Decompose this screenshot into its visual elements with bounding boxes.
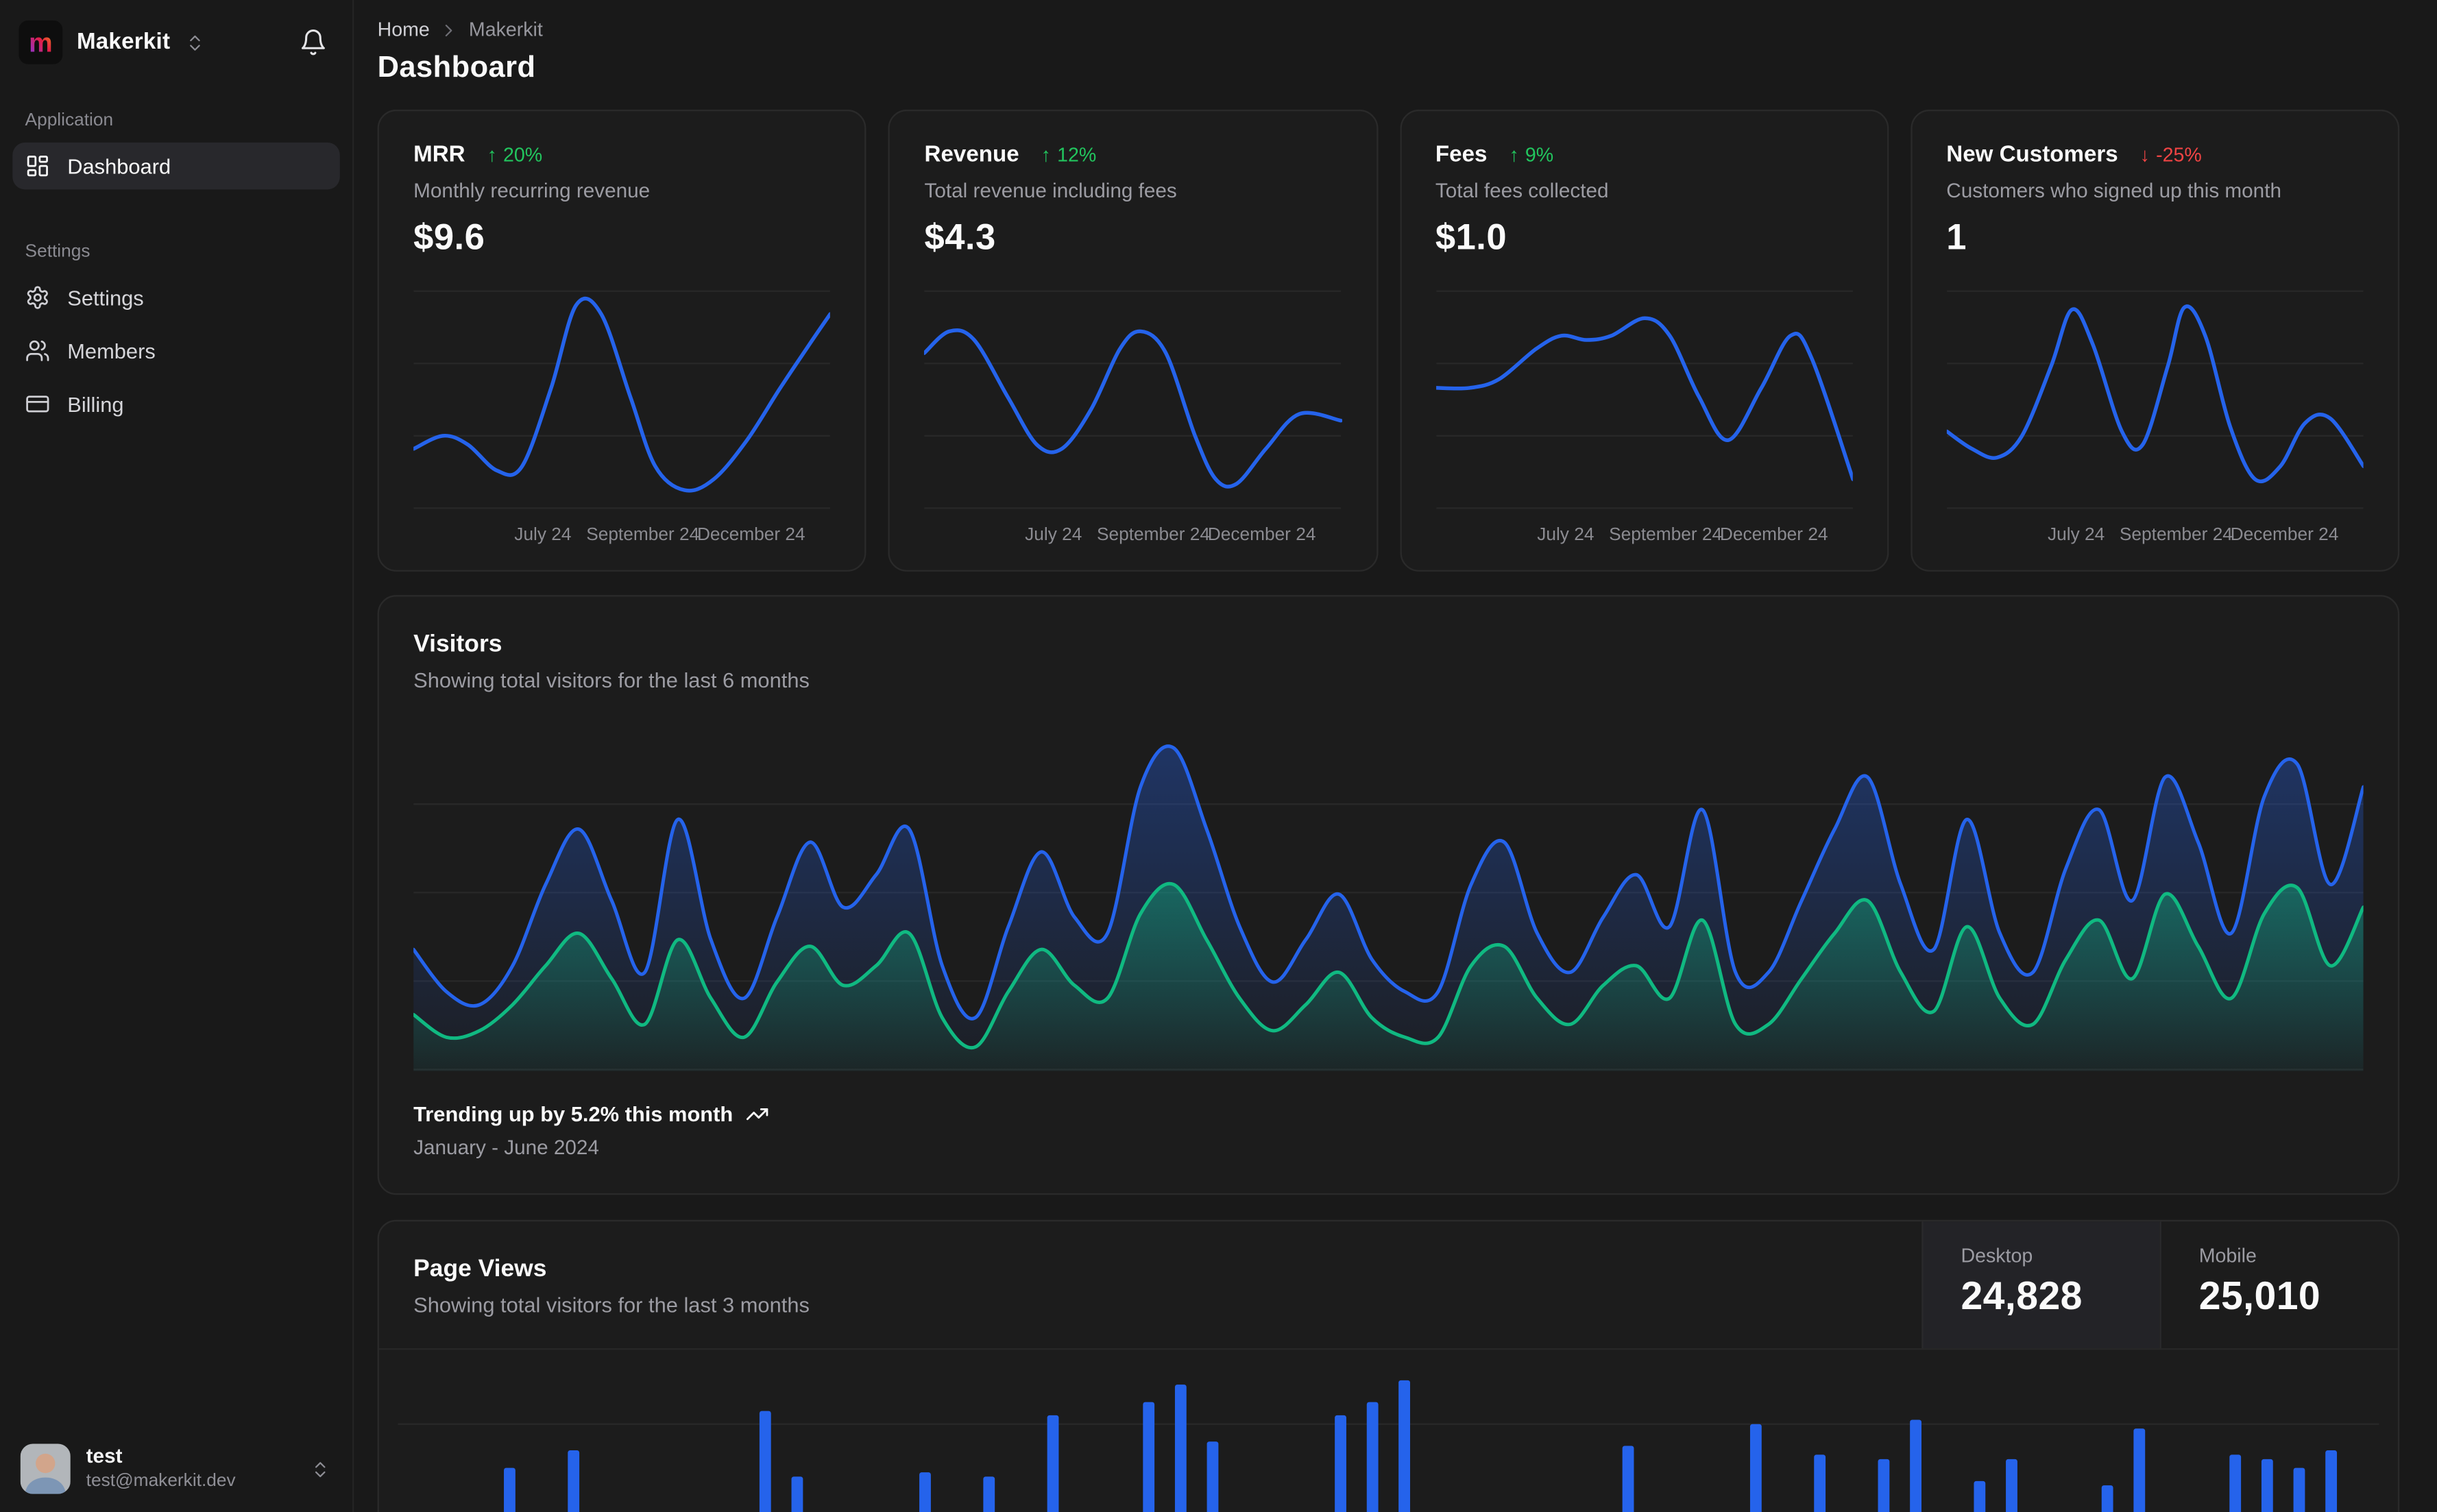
svg-text:December 24: December 24 — [697, 524, 805, 544]
svg-text:September 24: September 24 — [2119, 524, 2232, 544]
stat-value: $4.3 — [924, 216, 996, 257]
notifications-button[interactable] — [296, 25, 330, 60]
svg-text:September 24: September 24 — [1098, 524, 1211, 544]
visitors-date-range: January - June 2024 — [413, 1135, 599, 1159]
page-views-bar-chart — [379, 1350, 2398, 1512]
sidebar-item-label: Settings — [67, 285, 144, 310]
revenue-sparkline-chart: July 24 September 24 December 24 — [924, 277, 1342, 551]
nav-section-application: Application — [25, 111, 114, 130]
sidebar-item-members[interactable]: Members — [12, 328, 340, 375]
page-views-title: Page Views — [413, 1256, 547, 1283]
stat-title: Revenue — [924, 142, 1019, 168]
stat-cards-row: MRR ↑ 20% Monthly recurring revenue $9.6 … — [377, 109, 2400, 572]
users-icon — [25, 338, 51, 363]
toggle-desktop[interactable]: Desktop 24,828 — [1921, 1221, 2160, 1349]
sidebar: m Makerkit Application Dashboard — [0, 0, 354, 1512]
trend-badge: ↑ 20% — [487, 144, 543, 167]
dashboard-icon — [25, 154, 51, 179]
stat-title: MRR — [413, 142, 465, 168]
page-views-subtitle: Showing total visitors for the last 3 mo… — [413, 1293, 810, 1317]
arrow-up-icon: ↑ — [1041, 144, 1051, 167]
stat-title: Fees — [1435, 142, 1488, 168]
user-info: test test@makerkit.dev — [86, 1444, 236, 1493]
sidebar-item-label: Billing — [67, 392, 124, 416]
makerkit-logo: m — [19, 20, 63, 64]
stat-card-mrr: MRR ↑ 20% Monthly recurring revenue $9.6 … — [377, 109, 867, 572]
gear-icon — [25, 285, 51, 310]
nav-section-settings: Settings — [25, 243, 90, 262]
sidebar-item-label: Dashboard — [67, 154, 171, 178]
user-email: test@makerkit.dev — [86, 1471, 236, 1491]
new-customers-sparkline-chart: July 24 September 24 December 24 — [1946, 277, 2364, 551]
user-name: test — [86, 1444, 123, 1468]
page-views-card: Page Views Showing total visitors for th… — [377, 1219, 2400, 1512]
visitors-title: Visitors — [413, 631, 502, 658]
trend-badge: ↑ 12% — [1041, 144, 1097, 167]
brand-name: Makerkit — [76, 29, 171, 55]
sidebar-item-settings[interactable]: Settings — [12, 274, 340, 321]
breadcrumb-home[interactable]: Home — [377, 19, 430, 41]
svg-text:July 24: July 24 — [1536, 524, 1593, 544]
stat-value: $1.0 — [1435, 216, 1507, 257]
stat-value: $9.6 — [413, 216, 485, 257]
stat-title: New Customers — [1946, 142, 2118, 168]
page-views-header: Page Views Showing total visitors for th… — [378, 1221, 2398, 1350]
sidebar-item-dashboard[interactable]: Dashboard — [12, 142, 340, 190]
stat-subtitle: Monthly recurring revenue — [413, 178, 651, 202]
sidebar-item-label: Members — [67, 339, 156, 363]
stat-subtitle: Customers who signed up this month — [1946, 178, 2281, 202]
trend-badge: ↓ -25% — [2139, 144, 2202, 167]
mrr-sparkline-chart: July 24 September 24 December 24 — [413, 277, 831, 551]
trend-badge: ↑ 9% — [1509, 144, 1554, 167]
chevron-right-icon — [439, 20, 460, 40]
visitors-card: Visitors Showing total visitors for the … — [377, 595, 2400, 1195]
chevrons-up-down-icon — [310, 1459, 330, 1479]
stat-value: 1 — [1946, 216, 1967, 257]
credit-card-icon — [25, 391, 51, 417]
sidebar-item-billing[interactable]: Billing — [12, 380, 340, 428]
breadcrumb-current: Makerkit — [468, 19, 543, 41]
visitors-subtitle: Showing total visitors for the last 6 mo… — [413, 668, 810, 692]
sidebar-nav: Application Dashboard Settings Settings … — [0, 80, 352, 434]
toggle-mobile[interactable]: Mobile 25,010 — [2159, 1221, 2398, 1349]
fees-sparkline-chart: July 24 September 24 December 24 — [1435, 277, 1853, 551]
arrow-up-icon: ↑ — [487, 144, 497, 167]
stat-subtitle: Total fees collected — [1435, 178, 1609, 202]
arrow-down-icon: ↓ — [2139, 144, 2150, 167]
trending-up-icon — [746, 1102, 769, 1125]
page-views-toggle-group: Desktop 24,828 Mobile 25,010 — [1921, 1221, 2398, 1349]
svg-text:December 24: December 24 — [1208, 524, 1316, 544]
svg-text:m: m — [29, 28, 53, 58]
workspace-selector[interactable]: m Makerkit — [19, 20, 205, 64]
stat-subtitle: Total revenue including fees — [924, 178, 1177, 202]
sidebar-header: m Makerkit — [0, 0, 352, 80]
breadcrumb: Home Makerkit — [378, 19, 2400, 40]
page-title: Dashboard — [377, 51, 536, 85]
chevrons-up-down-icon — [184, 32, 205, 53]
stat-card-new-customers: New Customers ↓ -25% Customers who signed… — [1910, 109, 2400, 572]
svg-text:July 24: July 24 — [514, 524, 571, 544]
user-menu[interactable]: test test@makerkit.dev — [0, 1428, 352, 1512]
main-content: Home Makerkit Dashboard MRR ↑ 20% Monthly… — [354, 0, 2437, 1512]
svg-text:July 24: July 24 — [1026, 524, 1082, 544]
svg-text:September 24: September 24 — [586, 524, 699, 544]
stat-card-revenue: Revenue ↑ 12% Total revenue including fee… — [888, 109, 1378, 572]
svg-text:September 24: September 24 — [1608, 524, 1721, 544]
stat-card-fees: Fees ↑ 9% Total fees collected $1.0 July … — [1399, 109, 1889, 572]
visitors-trend-note: Trending up by 5.2% this month — [413, 1102, 2363, 1126]
svg-text:December 24: December 24 — [2230, 524, 2338, 544]
arrow-up-icon: ↑ — [1509, 144, 1519, 167]
svg-text:July 24: July 24 — [2047, 524, 2104, 544]
visitors-area-chart — [413, 717, 2364, 1071]
avatar — [20, 1443, 71, 1494]
svg-text:December 24: December 24 — [1719, 524, 1828, 544]
bell-icon — [299, 28, 327, 56]
